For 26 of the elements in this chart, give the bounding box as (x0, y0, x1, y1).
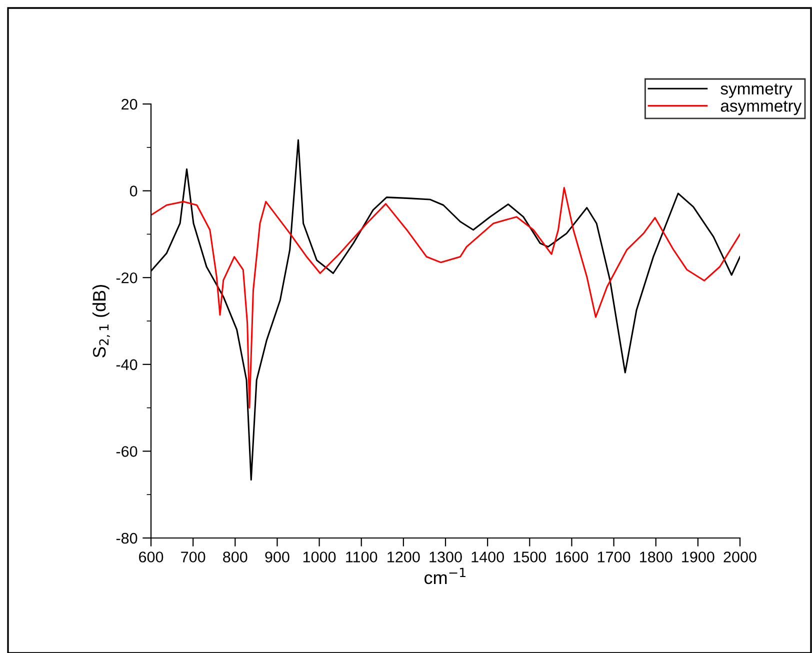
x-tick-label: 1400 (472, 552, 504, 562)
x-axis-title: cm$^{−1}$ (424, 568, 466, 584)
x-tick-label: 1300 (430, 552, 462, 562)
y-tick-label: -40 (116, 359, 138, 370)
x-tick-label: 1000 (303, 552, 336, 562)
x-tick-label: 600 (139, 552, 164, 562)
y-tick-label: 0 (130, 186, 138, 196)
y-tick-label: -80 (116, 532, 138, 544)
x-tick-label: 700 (181, 552, 206, 562)
y-axis-title: S$_{2,1}$ (dB) (92, 285, 110, 358)
legend-label: symmetry (720, 84, 792, 98)
x-tick-label: 2000 (724, 552, 756, 562)
x-tick-label: 1800 (640, 552, 672, 562)
x-tick-label: 1100 (346, 552, 378, 562)
x-tick-label: 1600 (556, 552, 588, 562)
x-tick-label: 1200 (388, 552, 420, 562)
x-tick-label: 800 (223, 552, 248, 562)
x-tick-label: 1700 (598, 552, 630, 562)
x-tick-label: 1900 (682, 552, 714, 562)
line-series (151, 186, 740, 409)
x-tick-label: 900 (265, 552, 290, 562)
y-tick-label: -60 (116, 446, 138, 457)
x-tick-label: 1500 (514, 552, 546, 562)
y-tick-label: -20 (116, 272, 138, 284)
y-tick-label: 20 (122, 98, 138, 110)
legend-label: asymmetry (720, 100, 802, 116)
